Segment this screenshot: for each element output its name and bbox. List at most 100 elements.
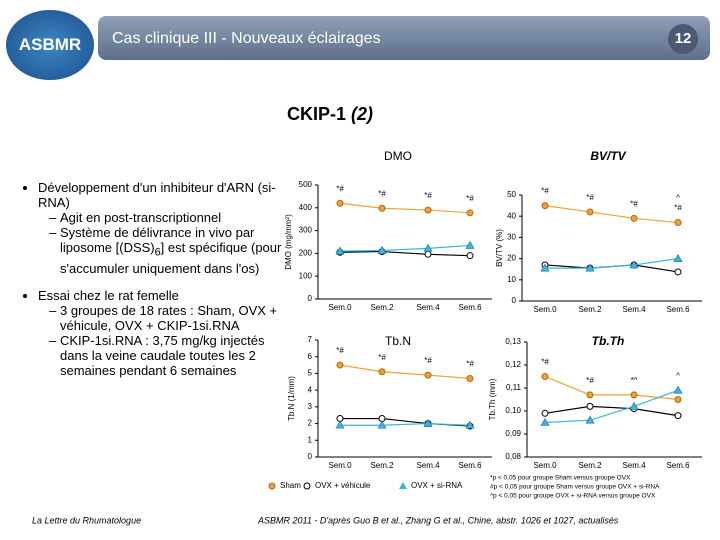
- marker: [424, 371, 432, 379]
- marker: [424, 206, 432, 214]
- sub-item: 3 groupes de 18 rates : Sham, OVX + véhi…: [60, 303, 296, 333]
- y-tick-label: 1: [308, 435, 313, 444]
- marker: [336, 361, 344, 369]
- marker: [540, 263, 550, 272]
- sub-text: CKIP-1si.RNA : 3,75 mg/kg injectés dans …: [60, 332, 265, 378]
- series-line: [544, 389, 679, 424]
- y-tick-label: 7: [308, 335, 313, 344]
- bullet: Développement d'un inhibiteur d'ARN (si-…: [38, 180, 296, 276]
- annotation: *#: [424, 191, 432, 200]
- footnote: #p < 0,05 pour groupe Sham versus groupe…: [490, 484, 660, 491]
- y-tick-label: 2: [308, 419, 313, 428]
- x-tick-label: Sem.0: [328, 461, 352, 470]
- annotation: *#: [424, 356, 432, 365]
- chart-title: Tb.Th: [592, 334, 625, 348]
- y-axis-label: Tb.Th (mm): [488, 378, 497, 420]
- marker: [585, 263, 595, 272]
- series-line: [544, 405, 679, 417]
- x-tick-label: Sem.0: [533, 461, 557, 470]
- marker: [423, 243, 433, 252]
- logo: ASBMR: [6, 10, 94, 80]
- sub-item: Système de délivrance in vivo par liposo…: [60, 225, 296, 276]
- y-tick-label: 10: [507, 275, 516, 284]
- x-tick-label: Sem.2: [578, 305, 602, 314]
- marker: [378, 204, 386, 212]
- y-tick-label: 0,09: [505, 429, 521, 438]
- marker: [336, 199, 344, 207]
- chart-title: BV/TV: [590, 149, 626, 163]
- legend-label: Sham: [280, 481, 301, 490]
- y-tick-label: 6: [308, 352, 313, 361]
- y-tick-label: 0,08: [505, 452, 521, 461]
- marker: [585, 415, 595, 424]
- annotation: *^: [631, 376, 638, 385]
- series-line: [340, 422, 471, 426]
- y-tick-label: 0,10: [505, 406, 521, 415]
- footnote: *p < 0,05 pour groupe Sham versus groupe…: [490, 475, 631, 482]
- marker: [629, 401, 639, 410]
- marker: [378, 368, 386, 376]
- marker: [377, 420, 387, 429]
- marker: [541, 409, 549, 417]
- annotation: ^: [676, 371, 680, 380]
- annotation: *#: [541, 187, 549, 196]
- annotation: ^: [676, 194, 680, 203]
- marker: [466, 374, 474, 382]
- annotation: *#: [630, 199, 638, 208]
- y-axis-label: DMO (mg/mm²): [284, 214, 293, 270]
- marker: [541, 202, 549, 210]
- marker: [630, 214, 638, 222]
- sub-list: 3 groupes de 18 rates : Sham, OVX + véhi…: [38, 303, 296, 378]
- x-tick-label: Sem.6: [666, 305, 690, 314]
- footer-right: ASBMR 2011 - D'après Guo B et al., Zhang…: [257, 515, 619, 525]
- y-axis-label: Tb.N (1/mm): [287, 376, 296, 421]
- footnote: ^p < 0,05 pour groupe OVX + si-RNA versu…: [490, 493, 656, 500]
- y-tick-label: 0: [308, 452, 313, 461]
- y-tick-label: 300: [299, 226, 313, 235]
- y-tick-label: 400: [299, 203, 313, 212]
- legend-label: OVX + si-RNA: [411, 481, 463, 490]
- y-tick-label: 100: [299, 271, 313, 280]
- legend-marker: [268, 482, 276, 490]
- marker: [673, 253, 683, 262]
- marker: [377, 245, 387, 254]
- chart-title: DMO: [384, 149, 412, 163]
- marker: [335, 246, 345, 255]
- marker: [629, 260, 639, 269]
- heading-sub: (2): [351, 104, 374, 124]
- series-line: [339, 364, 471, 380]
- annotation: *#: [674, 204, 682, 213]
- marker: [423, 418, 433, 427]
- sub-text: ] est spécifique (pour s'accumuler uniqu…: [60, 240, 282, 276]
- bullet: Essai chez le rat femelle 3 groupes de 1…: [38, 288, 296, 378]
- annotation: *#: [378, 353, 386, 362]
- x-tick-label: Sem.2: [370, 303, 394, 312]
- marker: [674, 412, 682, 420]
- header-band: [98, 16, 710, 60]
- marker: [673, 385, 683, 394]
- y-tick-label: 3: [308, 402, 313, 411]
- series-line: [339, 244, 471, 252]
- sub-item: CKIP-1si.RNA : 3,75 mg/kg injectés dans …: [60, 333, 296, 378]
- series-line: [339, 250, 471, 257]
- footer-left: La Lettre du Rhumatologue: [32, 515, 141, 525]
- y-tick-label: 50: [507, 190, 516, 199]
- bullet-list: Développement d'un inhibiteur d'ARN (si-…: [20, 180, 296, 390]
- marker: [465, 420, 475, 429]
- series-line: [545, 258, 679, 269]
- x-tick-label: Sem.6: [458, 303, 482, 312]
- x-tick-label: Sem.4: [622, 305, 646, 314]
- x-tick-label: Sem.2: [370, 461, 394, 470]
- legend-label: OVX + véhicule: [315, 481, 371, 490]
- annotation: *#: [466, 360, 474, 369]
- y-tick-label: 5: [308, 369, 313, 378]
- sub-text: Agit en post-transcriptionnel: [60, 210, 222, 225]
- annotation: *#: [336, 184, 344, 193]
- y-tick-label: 0,13: [505, 337, 521, 346]
- x-tick-label: Sem.0: [533, 305, 557, 314]
- x-tick-label: Sem.6: [666, 461, 690, 470]
- marker: [586, 402, 594, 410]
- y-tick-label: 500: [299, 180, 313, 189]
- marker: [586, 391, 594, 399]
